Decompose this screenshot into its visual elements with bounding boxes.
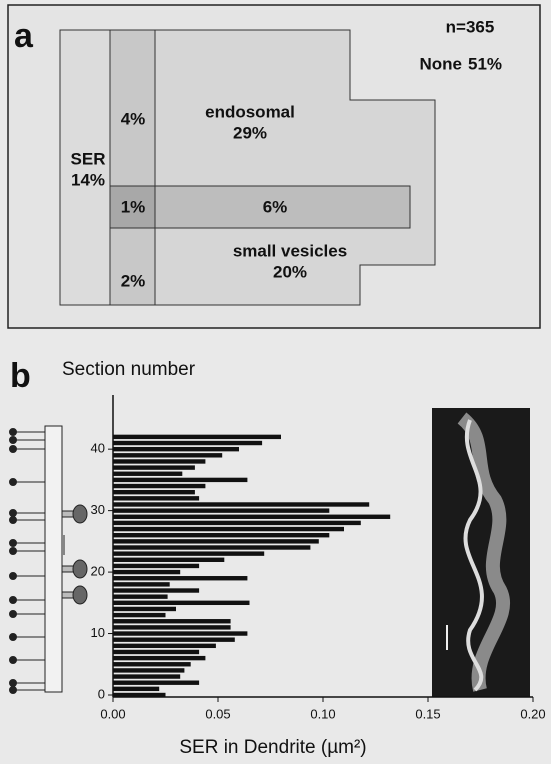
bar xyxy=(113,619,231,623)
bar xyxy=(113,515,390,519)
bar xyxy=(113,607,176,611)
y-tick-label: 0 xyxy=(98,686,105,701)
bar xyxy=(113,656,205,660)
region-percent: 1% xyxy=(121,197,146,216)
bar xyxy=(113,533,329,537)
dendrite-schematic xyxy=(10,426,88,694)
y-axis-label: Section number xyxy=(62,359,196,380)
bar xyxy=(113,613,166,617)
panel-label: b xyxy=(10,357,31,395)
bar xyxy=(113,521,361,525)
region-percent: 6% xyxy=(263,197,288,216)
bar xyxy=(113,484,205,488)
x-axis-label: SER in Dendrite (µm²) xyxy=(179,737,366,758)
overlap-column xyxy=(110,30,155,305)
bar xyxy=(113,668,184,672)
y-tick-label: 40 xyxy=(91,441,105,456)
x-tick-label: 0.10 xyxy=(310,706,335,721)
region-name: small vesicles xyxy=(233,241,347,260)
bar xyxy=(113,502,369,506)
x-tick-label: 0.00 xyxy=(100,706,125,721)
bar xyxy=(113,496,199,500)
bar xyxy=(113,601,250,605)
bar xyxy=(113,625,231,629)
region-name: None xyxy=(420,54,463,73)
region-percent: 51% xyxy=(468,54,502,73)
bar xyxy=(113,662,191,666)
bar xyxy=(113,447,239,451)
region-name: SER xyxy=(71,149,106,168)
bar xyxy=(113,681,199,685)
bar xyxy=(113,453,222,457)
bar xyxy=(113,465,195,469)
x-tick-label: 0.20 xyxy=(520,706,545,721)
bar xyxy=(113,687,159,691)
bar xyxy=(113,472,182,476)
bar xyxy=(113,441,262,445)
bar xyxy=(113,527,344,531)
x-tick-label: 0.15 xyxy=(415,706,440,721)
bar xyxy=(113,631,247,635)
bar xyxy=(113,582,170,586)
bar xyxy=(113,693,166,697)
region-percent: 14% xyxy=(71,170,105,189)
bar xyxy=(113,644,216,648)
bar xyxy=(113,594,168,598)
bar xyxy=(113,650,199,654)
bar xyxy=(113,570,180,574)
page: {"chart_data": [ {"type": "region-diagra… xyxy=(0,0,551,764)
bar xyxy=(113,564,199,568)
bar xyxy=(113,576,247,580)
bar xyxy=(113,551,264,555)
bar xyxy=(113,545,310,549)
bar xyxy=(113,674,180,678)
region-percent: 2% xyxy=(121,271,146,290)
bar xyxy=(113,478,247,482)
y-tick-label: 10 xyxy=(91,625,105,640)
sample-size: n=365 xyxy=(446,17,495,36)
bar xyxy=(113,637,235,641)
bar xyxy=(113,435,281,439)
bar xyxy=(113,490,195,494)
region-percent: 20% xyxy=(273,262,307,281)
micrograph xyxy=(432,408,530,697)
x-tick-label: 0.05 xyxy=(205,706,230,721)
y-tick-label: 30 xyxy=(91,502,105,517)
bar xyxy=(113,508,329,512)
region-name: endosomal xyxy=(205,102,295,121)
bar xyxy=(113,558,224,562)
figure: a n=365 b Section number SER in Dendrite… xyxy=(0,0,551,764)
bar xyxy=(113,588,199,592)
region-percent: 29% xyxy=(233,123,267,142)
region-percent: 4% xyxy=(121,109,146,128)
bar xyxy=(113,459,205,463)
panel-label: a xyxy=(14,17,34,55)
y-tick-label: 20 xyxy=(91,564,105,579)
bar xyxy=(113,539,319,543)
